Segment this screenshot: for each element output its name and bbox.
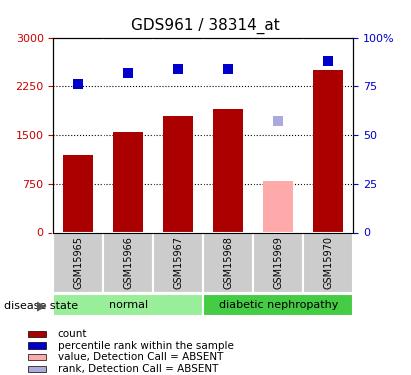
- Point: [325, 58, 332, 64]
- Bar: [164, 116, 194, 232]
- Text: normal: normal: [109, 300, 148, 310]
- Bar: [63, 154, 93, 232]
- FancyBboxPatch shape: [203, 294, 353, 316]
- FancyBboxPatch shape: [104, 232, 153, 292]
- Bar: [314, 70, 344, 232]
- Text: diabetic nephropathy: diabetic nephropathy: [219, 300, 338, 310]
- Bar: [263, 180, 293, 232]
- Bar: [213, 109, 243, 232]
- Text: GSM15965: GSM15965: [74, 236, 83, 289]
- Bar: [28, 354, 46, 360]
- FancyBboxPatch shape: [53, 232, 104, 292]
- Text: rank, Detection Call = ABSENT: rank, Detection Call = ABSENT: [58, 364, 218, 374]
- FancyBboxPatch shape: [254, 232, 303, 292]
- FancyBboxPatch shape: [53, 294, 203, 316]
- Text: GSM15969: GSM15969: [273, 236, 284, 289]
- Text: GSM15967: GSM15967: [173, 236, 183, 289]
- FancyBboxPatch shape: [303, 232, 353, 292]
- Point: [125, 70, 132, 76]
- Text: GSM15968: GSM15968: [224, 236, 233, 289]
- Bar: [113, 132, 143, 232]
- Bar: [28, 342, 46, 349]
- FancyBboxPatch shape: [153, 232, 203, 292]
- Point: [175, 66, 182, 72]
- Text: disease state: disease state: [4, 301, 78, 310]
- Text: GDS961 / 38314_at: GDS961 / 38314_at: [131, 18, 280, 34]
- Text: count: count: [58, 329, 87, 339]
- Text: value, Detection Call = ABSENT: value, Detection Call = ABSENT: [58, 352, 223, 362]
- Text: GSM15966: GSM15966: [123, 236, 134, 289]
- Text: GSM15970: GSM15970: [323, 236, 333, 289]
- FancyBboxPatch shape: [203, 232, 254, 292]
- Point: [225, 66, 232, 72]
- Point: [275, 118, 282, 124]
- Bar: [28, 366, 46, 372]
- Text: percentile rank within the sample: percentile rank within the sample: [58, 340, 233, 351]
- Text: ▶: ▶: [37, 299, 46, 312]
- Point: [75, 81, 82, 87]
- Bar: [28, 331, 46, 337]
